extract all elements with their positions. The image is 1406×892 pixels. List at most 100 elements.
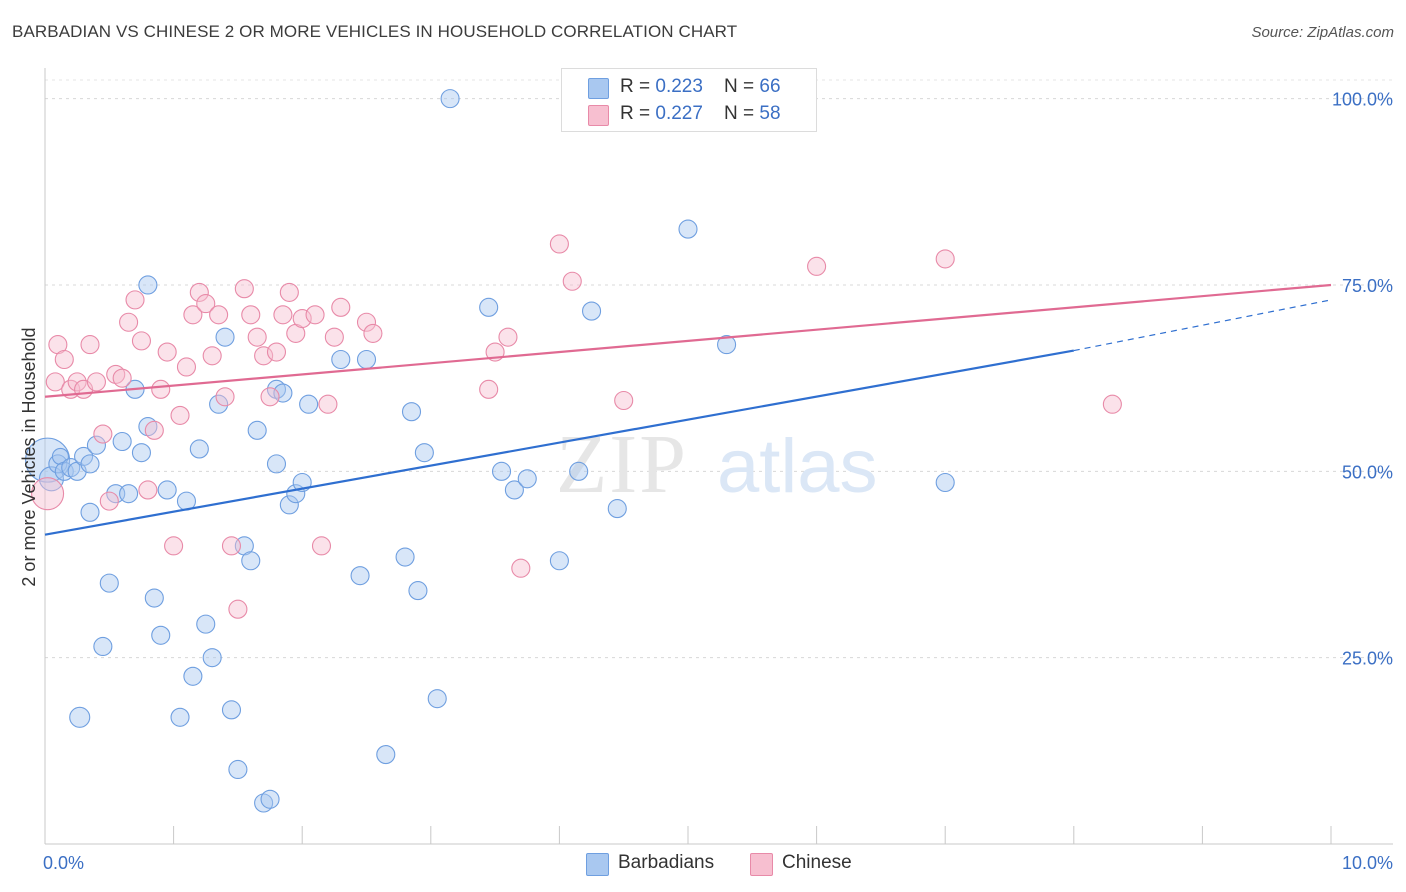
point-chinese xyxy=(164,536,184,556)
point-barbadians xyxy=(138,417,158,437)
chart-title: BARBADIAN VS CHINESE 2 OR MORE VEHICLES … xyxy=(12,22,738,41)
watermark-atlas: atlas xyxy=(717,424,878,509)
point-barbadians xyxy=(254,793,274,813)
n-label: N = xyxy=(724,103,760,124)
r-value-barbadians: 0.223 xyxy=(655,76,703,97)
point-barbadians xyxy=(86,435,106,455)
point-barbadians xyxy=(479,297,499,317)
point-barbadians xyxy=(93,636,113,657)
point-chinese xyxy=(31,477,65,511)
point-chinese xyxy=(125,290,145,310)
point-barbadians xyxy=(266,454,287,474)
point-barbadians xyxy=(228,759,248,780)
point-chinese xyxy=(562,271,582,291)
r-label: R = xyxy=(620,76,656,97)
y-tick-label: 50.0% xyxy=(1342,462,1393,482)
point-chinese xyxy=(45,372,65,392)
point-chinese xyxy=(228,599,248,619)
point-barbadians xyxy=(356,349,377,370)
point-barbadians xyxy=(131,443,151,463)
point-chinese xyxy=(209,305,229,325)
point-barbadians xyxy=(408,581,428,601)
point-barbadians xyxy=(350,566,370,586)
point-barbadians xyxy=(215,327,235,347)
point-chinese xyxy=(260,387,280,407)
point-chinese xyxy=(202,346,222,366)
point-barbadians xyxy=(119,484,139,504)
point-barbadians xyxy=(138,275,158,295)
x-tick-label-min: 0.0% xyxy=(43,853,84,873)
point-barbadians xyxy=(61,458,81,478)
points xyxy=(25,89,1122,813)
point-chinese xyxy=(614,390,634,411)
tick-labels: 25.0% 50.0% 75.0% 100.0% 0.0% 10.0% xyxy=(43,90,1393,873)
point-chinese xyxy=(479,379,499,399)
n-label: N = xyxy=(724,76,760,97)
point-barbadians xyxy=(549,551,569,571)
point-chinese xyxy=(131,331,151,351)
source-label: Source: ZipAtlas.com xyxy=(1251,24,1394,41)
point-chinese xyxy=(266,342,287,362)
point-barbadians xyxy=(581,301,602,321)
y-axis-title: 2 or more Vehicles in Household xyxy=(19,327,39,586)
point-barbadians xyxy=(221,700,242,720)
point-barbadians xyxy=(241,551,261,571)
point-barbadians xyxy=(247,420,267,440)
point-barbadians xyxy=(569,461,589,481)
point-barbadians xyxy=(376,745,396,765)
point-chinese xyxy=(54,349,74,370)
legend-swatch-chinese xyxy=(588,105,609,126)
point-barbadians xyxy=(80,502,100,522)
point-barbadians xyxy=(401,402,422,422)
point-barbadians xyxy=(299,394,319,414)
point-chinese xyxy=(311,536,332,556)
point-barbadians xyxy=(183,666,203,686)
point-chinese xyxy=(80,335,100,355)
trend-line-chinese xyxy=(44,283,1332,398)
point-chinese xyxy=(292,308,312,329)
point-barbadians xyxy=(440,89,460,109)
point-barbadians xyxy=(209,394,229,414)
watermark: ZIP atlas xyxy=(556,418,878,511)
point-barbadians xyxy=(273,383,293,403)
point-barbadians xyxy=(517,469,537,489)
point-chinese xyxy=(279,282,299,302)
point-chinese xyxy=(106,364,126,384)
point-chinese xyxy=(273,305,293,325)
r-value-chinese: 0.227 xyxy=(655,103,703,124)
trend-line-barbadians xyxy=(44,349,1074,536)
point-chinese xyxy=(151,379,171,399)
point-chinese xyxy=(549,234,569,254)
point-barbadians xyxy=(151,625,171,645)
point-barbadians xyxy=(260,789,280,809)
point-chinese xyxy=(324,327,344,347)
bottom-swatch-chinese xyxy=(750,853,773,876)
legend-swatch-barbadians xyxy=(588,78,609,99)
point-barbadians xyxy=(196,614,216,634)
point-barbadians xyxy=(678,219,698,239)
point-chinese xyxy=(935,249,955,269)
point-barbadians xyxy=(99,573,119,593)
point-chinese xyxy=(119,312,139,332)
axes xyxy=(44,68,1393,845)
point-barbadians xyxy=(717,335,737,355)
r-label: R = xyxy=(620,103,656,124)
point-chinese xyxy=(93,424,113,444)
point-chinese xyxy=(189,282,209,302)
point-chinese xyxy=(1102,394,1122,414)
point-barbadians xyxy=(395,547,415,567)
bottom-label-barbadians: Barbadians xyxy=(618,852,715,873)
bottom-swatch-barbadians xyxy=(586,853,609,876)
point-chinese xyxy=(331,297,351,317)
point-barbadians xyxy=(266,379,287,399)
point-chinese xyxy=(215,387,235,407)
point-barbadians xyxy=(491,461,512,481)
point-chinese xyxy=(196,294,216,314)
point-chinese xyxy=(363,323,383,343)
point-chinese xyxy=(807,256,827,276)
point-chinese xyxy=(99,491,119,511)
point-barbadians xyxy=(74,446,94,466)
point-barbadians xyxy=(170,707,190,727)
x-tick-label-max: 10.0% xyxy=(1342,853,1393,873)
